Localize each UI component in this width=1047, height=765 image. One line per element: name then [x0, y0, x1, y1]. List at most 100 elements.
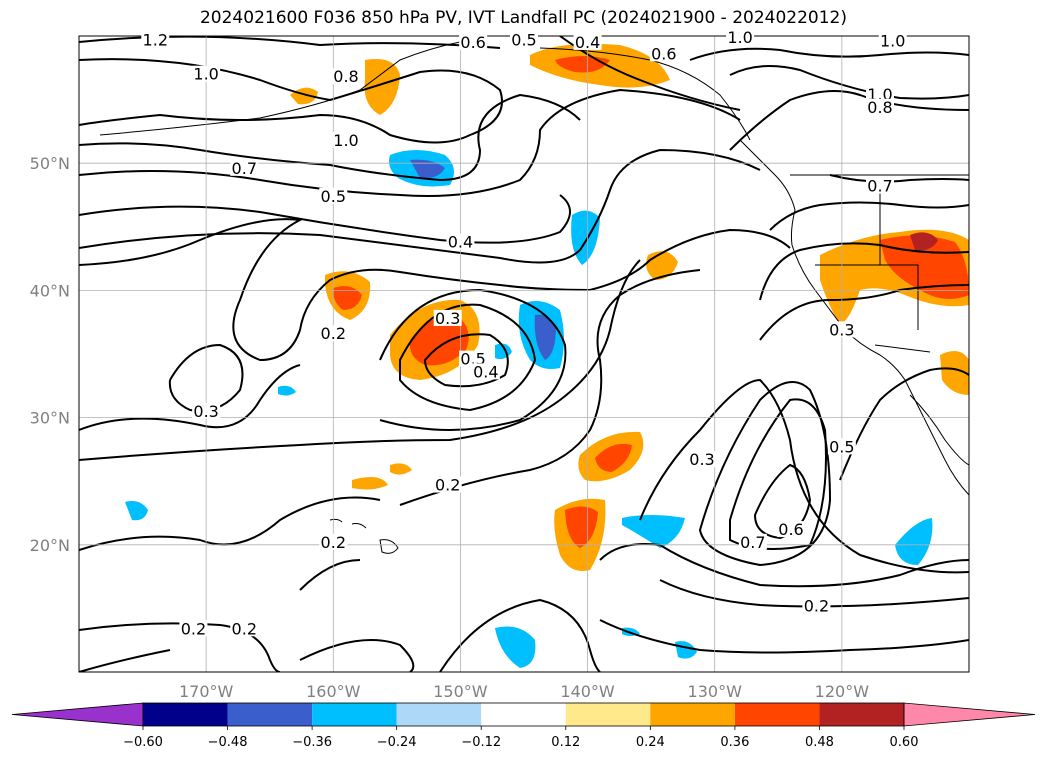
contour-line: [599, 619, 969, 654]
patch-orange-small-4: [390, 463, 412, 475]
patch-red-subtropic-1: [595, 443, 632, 472]
lon-tick-label: 130°W: [688, 682, 743, 701]
contour-label-bg: [192, 402, 221, 419]
contour-label-bg: [141, 31, 170, 48]
contour-label-bg: [433, 309, 462, 326]
contour-line: [753, 463, 812, 540]
contour-label-bg: [319, 325, 348, 342]
contour-label-bg: [802, 597, 831, 614]
contour-label: 0.2: [181, 619, 206, 638]
contour-line: [759, 242, 969, 301]
contour-label-bg: [878, 32, 907, 49]
coast-mexico: [909, 394, 969, 466]
contour-label-bg: [471, 363, 500, 380]
contour-label: 0.4: [575, 33, 600, 52]
colorbar-tick-label: 0.24: [636, 735, 665, 750]
contour-label: 0.7: [232, 159, 257, 178]
contour-label: 1.0: [880, 32, 905, 51]
contour-line: [839, 367, 969, 481]
contour-label-bg: [649, 45, 678, 62]
contour-label: 0.5: [511, 30, 536, 49]
contour-label-bg: [319, 533, 348, 550]
contour-line: [79, 649, 171, 672]
patch-red-west-coast: [880, 235, 969, 299]
contour-label: 0.5: [321, 187, 346, 206]
contour-label-bg: [510, 31, 538, 48]
colorbar-bin: [312, 703, 397, 726]
contour-label: 0.8: [333, 67, 358, 86]
contour-label-bg: [726, 28, 755, 45]
patch-darkred-west-coast: [910, 232, 938, 251]
contour-line: [79, 93, 581, 182]
coast-alaska-peninsula: [99, 41, 461, 136]
colorbar-frame: [142, 702, 905, 727]
contour-label-bg: [179, 620, 208, 637]
contour-label: 0.3: [435, 309, 460, 328]
lon-tick-label: 140°W: [560, 682, 615, 701]
contour-label: 0.6: [460, 33, 485, 52]
patch-red-subtropic-2: [565, 506, 598, 548]
contour-label-bg: [433, 476, 462, 493]
contour-label-bg: [332, 68, 360, 85]
patch-orange-aleutian: [364, 59, 400, 115]
colorbar-bin: [650, 703, 735, 726]
colorbar-tick-label: 0.60: [890, 735, 919, 750]
shaded-anomaly-patches: [125, 43, 969, 668]
contour-label-bg: [866, 177, 894, 194]
contour-line: [659, 579, 969, 608]
contour-label-bg: [459, 33, 488, 50]
contour-line: [698, 381, 832, 567]
chart-title: 2024021600 F036 850 hPa PV, IVT Landfall…: [199, 8, 847, 28]
patch-red-center: [409, 315, 469, 366]
contour-line: [79, 218, 791, 362]
contour-label: 0.3: [689, 450, 714, 469]
patch-blue-subtropic-1: [622, 515, 685, 548]
colorbar: −0.60 −0.48 −0.36 −0.24 −0.12 0.12 0.24 0.36 0.4…: [11, 702, 1036, 750]
contour-label-bg: [777, 521, 805, 538]
contour-line: [299, 559, 361, 591]
contour-line: [79, 58, 503, 144]
lat-tick-label: 40°N: [30, 281, 70, 300]
coast-alaska-south: [539, 47, 751, 141]
contour-line: [79, 148, 761, 264]
contour-label-bg: [459, 350, 488, 367]
patch-navy-center: [534, 314, 556, 360]
contour-line: [639, 378, 969, 574]
contour-label-bg: [332, 131, 360, 148]
colorbar-bin: [565, 703, 651, 726]
contour-line: [79, 194, 571, 244]
contour-label: 0.2: [435, 476, 460, 495]
coast-british-columbia: [739, 139, 796, 246]
map-background: [79, 36, 969, 672]
contour-line: [729, 90, 969, 151]
contour-label: 0.6: [651, 44, 676, 63]
contour-line: [79, 496, 381, 551]
contour-line: [559, 36, 741, 111]
contour-label: 0.2: [804, 596, 829, 615]
patch-orange-small-3: [352, 476, 388, 490]
contour-labels: 1.21.0 0.80.6 0.5 0.40.61.0 1.01.00.81.00.70…: [141, 28, 907, 638]
lon-tick-label: 170°W: [179, 682, 234, 701]
patch-blue-west-1: [125, 501, 148, 521]
contour-line: [79, 364, 301, 431]
contour-label-bg: [688, 451, 716, 468]
patch-navy-bering: [410, 159, 445, 179]
contour-line: [79, 259, 641, 461]
colorbar-bin: [819, 703, 904, 726]
colorbar-tick-label: −0.60: [123, 735, 163, 750]
longitude-tick-labels: 170°W 160°W 150°W 140°W 130°W 120°W: [179, 682, 869, 701]
colorbar-extend-high: [903, 702, 1036, 727]
coastlines: [99, 41, 969, 554]
contour-label-bg: [827, 438, 856, 455]
patch-orange-baja: [940, 351, 969, 395]
colorbar-extend-low: [11, 702, 144, 727]
contour-line: [399, 303, 537, 412]
colorbar-bin: [734, 703, 820, 726]
contour-label-bg: [230, 620, 259, 637]
contour-label-bg: [573, 33, 602, 50]
lat-tick-label: 20°N: [30, 536, 70, 555]
colorbar-bin: [481, 703, 566, 726]
contour-label: 0.7: [867, 177, 892, 196]
contour-label: 0.6: [778, 520, 803, 539]
